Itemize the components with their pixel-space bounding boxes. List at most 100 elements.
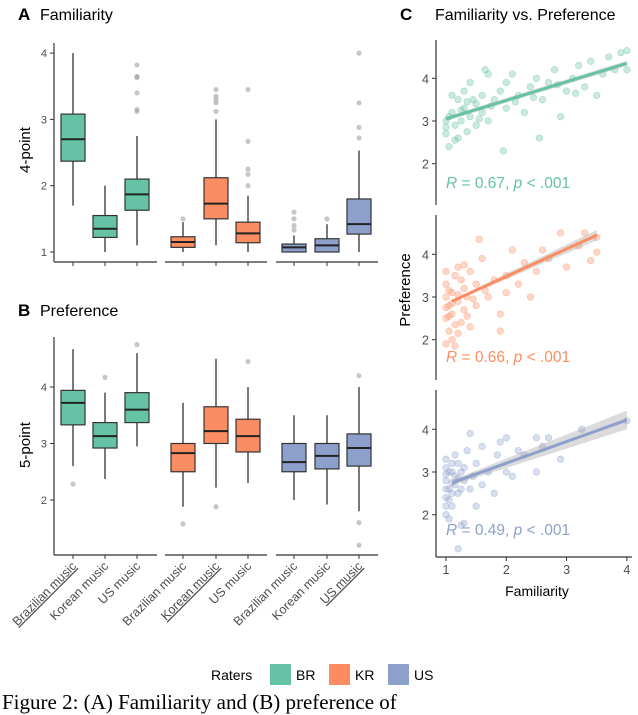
scatter-point-br xyxy=(442,130,450,138)
regression-line-us xyxy=(451,418,628,485)
scatter-point-us xyxy=(451,451,459,459)
panel-title: Familiarity vs. Preference xyxy=(435,7,616,24)
scatter-point-kr xyxy=(442,340,450,348)
scatter-point-us xyxy=(508,472,516,480)
scatter-point-kr xyxy=(496,327,504,335)
legend-swatch-us xyxy=(388,664,409,685)
outlier-point xyxy=(245,138,251,144)
scatter-point-kr xyxy=(442,267,450,275)
scatter-point-us xyxy=(556,455,565,463)
scatter-point-kr xyxy=(445,327,453,335)
outlier-point xyxy=(180,216,186,222)
scatter-point-kr xyxy=(472,301,480,310)
scatter-point-kr xyxy=(454,263,462,271)
scatter-point-br xyxy=(623,46,631,55)
r-value: = 0.66, xyxy=(457,349,513,366)
y-tick-label: 4 xyxy=(422,72,429,86)
legend-title: Raters xyxy=(211,667,252,683)
legend-swatch-kr xyxy=(329,664,350,685)
y-axis-label: Preference xyxy=(397,253,414,326)
scatter-point-kr xyxy=(451,342,459,350)
scatter-point-kr xyxy=(457,276,465,284)
legend-label: BR xyxy=(296,667,315,683)
outlier-point xyxy=(213,504,219,510)
scatter-point-kr xyxy=(496,310,504,318)
scatter-point-br xyxy=(617,49,625,57)
y-tick-label: 4 xyxy=(41,48,47,60)
scatter-point-br xyxy=(593,91,601,99)
scatter-point-br xyxy=(466,113,474,121)
y-tick-label: 3 xyxy=(41,439,47,451)
panel-title: Preference xyxy=(40,303,118,320)
scatter-point-kr xyxy=(508,246,516,254)
outlier-point xyxy=(356,542,362,548)
scatter-point-kr xyxy=(442,304,450,312)
scatter-point-us xyxy=(457,521,465,529)
scatter-point-us xyxy=(442,476,450,485)
scatter-point-kr xyxy=(538,246,547,254)
scatter-point-us xyxy=(502,434,510,442)
scatter-point-br xyxy=(499,147,507,155)
scatter-point-us xyxy=(496,438,504,446)
scatter-point-br xyxy=(466,78,474,87)
scatter-point-br xyxy=(469,96,477,104)
outlier-point xyxy=(356,124,362,130)
outlier-point xyxy=(213,108,219,115)
outlier-point xyxy=(134,62,140,68)
scatter-point-us xyxy=(442,455,450,463)
regression-line-kr xyxy=(451,233,598,303)
y-tick-label: 2 xyxy=(422,334,429,348)
scatter-point-br xyxy=(448,91,456,99)
outlier-point xyxy=(213,86,219,93)
scatter-point-br xyxy=(581,83,589,91)
outlier-point xyxy=(134,342,140,348)
outlier-point xyxy=(291,209,297,215)
scatter-point-us xyxy=(442,485,450,493)
scatter-point-kr xyxy=(514,280,522,288)
outlier-point xyxy=(245,86,251,93)
scatter-point-br xyxy=(623,66,631,74)
y-tick-label: 3 xyxy=(422,291,429,305)
scatter-point-us xyxy=(514,447,522,455)
panel-title: Familiarity xyxy=(40,7,113,24)
box-kr xyxy=(203,177,229,220)
scatter-point-br xyxy=(502,78,510,87)
scatter-point-br xyxy=(535,134,544,142)
correlation-label: R = 0.67, p < .001 xyxy=(446,175,570,192)
outlier-point xyxy=(134,106,140,113)
scatter-point-us xyxy=(463,447,471,455)
scatter-point-us xyxy=(448,502,456,510)
scatter-point-kr xyxy=(532,267,541,275)
scatter-point-us xyxy=(448,489,456,497)
y-tick-label: 4 xyxy=(422,423,429,437)
scatter-point-kr xyxy=(442,293,450,301)
box-br xyxy=(124,392,150,424)
box-br xyxy=(60,113,86,162)
y-tick-label: 2 xyxy=(422,158,429,172)
scatter-point-us xyxy=(454,459,462,468)
scatter-point-us xyxy=(454,545,462,553)
scatter-point-br xyxy=(496,87,504,95)
y-tick-label: 3 xyxy=(422,115,429,129)
scatter-point-kr xyxy=(466,267,474,275)
outlier-point xyxy=(245,166,251,172)
x-tick-label: 1 xyxy=(443,563,450,577)
x-tick-label: 3 xyxy=(563,563,570,577)
x-tick-label: 2 xyxy=(503,563,510,577)
scatter-point-br xyxy=(481,66,489,74)
scatter-point-kr xyxy=(502,289,510,297)
scatter-point-br xyxy=(556,113,565,121)
scatter-point-kr xyxy=(466,323,474,331)
outlier-point xyxy=(356,520,362,526)
scatter-point-us xyxy=(442,470,450,478)
y-axis-label: 4-point xyxy=(17,126,34,173)
scatter-point-kr xyxy=(562,263,571,271)
outlier-point xyxy=(356,373,362,379)
scatter-point-us xyxy=(448,459,456,468)
legend-swatch-br xyxy=(270,664,291,685)
y-tick-label: 2 xyxy=(422,509,429,523)
scatter-point-br xyxy=(502,104,510,112)
y-tick-label: 4 xyxy=(41,382,47,394)
y-tick-label: 3 xyxy=(422,466,429,480)
